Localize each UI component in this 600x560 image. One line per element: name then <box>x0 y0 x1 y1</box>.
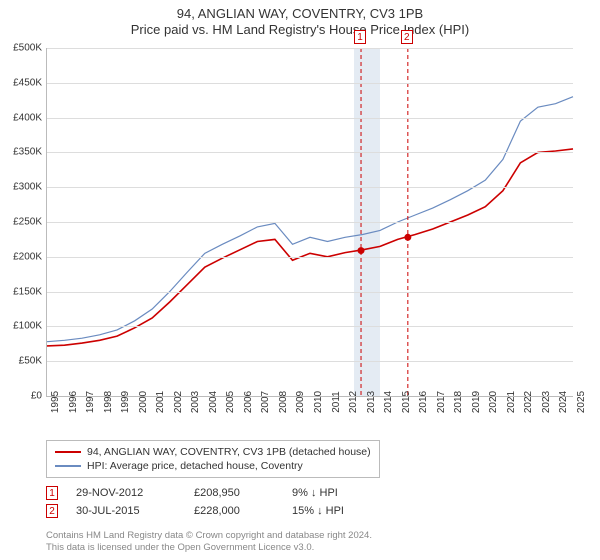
gridline <box>47 152 573 153</box>
legend-row: HPI: Average price, detached house, Cove… <box>55 459 371 473</box>
x-tick-label: 2009 <box>295 391 306 413</box>
gridline <box>47 118 573 119</box>
y-tick-label: £250K <box>6 217 42 228</box>
y-tick-label: £300K <box>6 182 42 193</box>
sale-date: 29-NOV-2012 <box>76 487 176 499</box>
y-tick-label: £150K <box>6 286 42 297</box>
legend-row: 94, ANGLIAN WAY, COVENTRY, CV3 1PB (deta… <box>55 445 371 459</box>
sale-price: £228,000 <box>194 505 274 517</box>
x-tick-label: 2006 <box>243 391 254 413</box>
sale-marker-box: 2 <box>401 30 413 44</box>
sale-delta: 15% ↓ HPI <box>292 505 344 517</box>
x-tick-label: 2005 <box>225 391 236 413</box>
x-tick-label: 2021 <box>506 391 517 413</box>
x-tick-label: 2018 <box>453 391 464 413</box>
y-tick-label: £0 <box>6 391 42 402</box>
legend-swatch <box>55 465 81 467</box>
title-subtitle: Price paid vs. HM Land Registry's House … <box>0 22 600 38</box>
title-block: 94, ANGLIAN WAY, COVENTRY, CV3 1PB Price… <box>0 0 600 38</box>
y-tick-label: £100K <box>6 321 42 332</box>
x-tick-label: 2008 <box>278 391 289 413</box>
x-tick-label: 2007 <box>260 391 271 413</box>
legend: 94, ANGLIAN WAY, COVENTRY, CV3 1PB (deta… <box>46 440 380 478</box>
y-tick-label: £500K <box>6 43 42 54</box>
legend-label: HPI: Average price, detached house, Cove… <box>87 459 303 473</box>
sale-row: 1 29-NOV-2012 £208,950 9% ↓ HPI <box>46 484 344 502</box>
x-tick-label: 2013 <box>366 391 377 413</box>
gridline <box>47 83 573 84</box>
x-tick-label: 2017 <box>436 391 447 413</box>
attribution: Contains HM Land Registry data © Crown c… <box>46 530 372 554</box>
x-tick-label: 2011 <box>331 391 342 413</box>
y-tick-label: £200K <box>6 251 42 262</box>
x-tick-label: 2022 <box>523 391 534 413</box>
plot-area <box>46 48 573 397</box>
series-property <box>47 149 573 346</box>
y-tick-label: £450K <box>6 77 42 88</box>
x-tick-label: 2000 <box>138 391 149 413</box>
attribution-line1: Contains HM Land Registry data © Crown c… <box>46 530 372 542</box>
x-tick-label: 2020 <box>488 391 499 413</box>
x-tick-label: 1996 <box>68 391 79 413</box>
x-tick-label: 2016 <box>418 391 429 413</box>
gridline <box>47 361 573 362</box>
sale-delta: 9% ↓ HPI <box>292 487 338 499</box>
gridline <box>47 222 573 223</box>
x-tick-label: 2012 <box>348 391 359 413</box>
legend-swatch <box>55 451 81 453</box>
x-tick-label: 2015 <box>401 391 412 413</box>
gridline <box>47 187 573 188</box>
x-tick-label: 2019 <box>471 391 482 413</box>
sale-price: £208,950 <box>194 487 274 499</box>
x-tick-label: 2001 <box>155 391 166 413</box>
x-tick-label: 2010 <box>313 391 324 413</box>
legend-label: 94, ANGLIAN WAY, COVENTRY, CV3 1PB (deta… <box>87 445 371 459</box>
x-tick-label: 1997 <box>85 391 96 413</box>
attribution-line2: This data is licensed under the Open Gov… <box>46 542 372 554</box>
gridline <box>47 326 573 327</box>
x-tick-label: 2014 <box>383 391 394 413</box>
gridline <box>47 292 573 293</box>
title-address: 94, ANGLIAN WAY, COVENTRY, CV3 1PB <box>0 6 600 22</box>
sale-row-marker: 1 <box>46 486 58 500</box>
sale-marker-dot <box>404 234 411 241</box>
sale-marker-box: 1 <box>354 30 366 44</box>
y-tick-label: £400K <box>6 112 42 123</box>
sale-marker-dot <box>358 247 365 254</box>
x-tick-label: 1995 <box>50 391 61 413</box>
y-tick-label: £350K <box>6 147 42 158</box>
x-tick-label: 1999 <box>120 391 131 413</box>
x-tick-label: 2004 <box>208 391 219 413</box>
y-tick-label: £50K <box>6 356 42 367</box>
sales-table: 1 29-NOV-2012 £208,950 9% ↓ HPI 2 30-JUL-2015… <box>46 484 344 520</box>
x-tick-label: 2002 <box>173 391 184 413</box>
gridline <box>47 48 573 49</box>
x-tick-label: 2024 <box>558 391 569 413</box>
x-tick-label: 2023 <box>541 391 552 413</box>
gridline <box>47 257 573 258</box>
sale-row: 2 30-JUL-2015 £228,000 15% ↓ HPI <box>46 502 344 520</box>
sale-date: 30-JUL-2015 <box>76 505 176 517</box>
x-tick-label: 2025 <box>576 391 587 413</box>
chart-container: 94, ANGLIAN WAY, COVENTRY, CV3 1PB Price… <box>0 0 600 560</box>
x-tick-label: 2003 <box>190 391 201 413</box>
series-hpi <box>47 97 573 342</box>
sale-row-marker: 2 <box>46 504 58 518</box>
x-tick-label: 1998 <box>103 391 114 413</box>
